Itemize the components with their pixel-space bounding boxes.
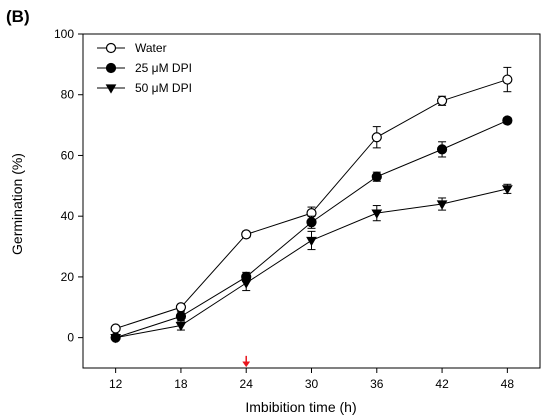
y-tick-label: 40 xyxy=(61,209,75,223)
x-tick-label: 24 xyxy=(240,377,254,391)
y-tick-label: 0 xyxy=(67,331,74,345)
plot-area: 12 18 24 30 36 42 48 0 20 40 60 80 100 xyxy=(54,27,541,391)
data-point xyxy=(306,217,317,228)
y-axis-label: Germination (%) xyxy=(9,153,25,255)
data-point xyxy=(436,95,448,106)
x-tick-label: 36 xyxy=(370,377,384,391)
data-point xyxy=(502,74,513,85)
y-tick-label: 20 xyxy=(61,270,75,284)
data-point xyxy=(502,115,513,126)
data-point xyxy=(371,209,383,219)
y-tick-label: 60 xyxy=(61,148,75,162)
x-tick-label: 18 xyxy=(174,377,188,391)
legend-label: Water xyxy=(135,41,167,55)
series-line-1 xyxy=(115,120,508,339)
legend: Water 25 μM DPI 50 μM DPI xyxy=(97,41,192,95)
legend-label: 50 μM DPI xyxy=(135,81,192,95)
y-tick-label: 100 xyxy=(54,27,74,41)
x-tick-label: 48 xyxy=(501,377,515,391)
data-point xyxy=(306,236,317,247)
data-point xyxy=(175,302,187,313)
annotation-arrow-head xyxy=(242,361,251,368)
x-axis-label: Imbibition time (h) xyxy=(245,399,356,415)
data-point xyxy=(371,132,382,143)
x-tick-label: 42 xyxy=(435,377,449,391)
x-tick-label: 12 xyxy=(109,377,123,391)
data-point xyxy=(175,311,187,322)
legend-label: 25 μM DPI xyxy=(135,61,192,75)
data-point xyxy=(371,171,382,182)
panel-label: (B) xyxy=(6,7,30,26)
y-tick-label: 80 xyxy=(61,88,75,102)
data-point xyxy=(436,200,448,210)
legend-marker xyxy=(105,42,117,54)
legend-marker xyxy=(105,84,117,94)
data-point xyxy=(241,229,252,240)
data-point xyxy=(501,185,513,195)
data-point xyxy=(240,279,252,289)
series-line-0 xyxy=(115,79,508,330)
data-point xyxy=(110,323,121,334)
data-point xyxy=(175,321,187,332)
data-point xyxy=(110,334,122,344)
x-tick-label: 30 xyxy=(305,377,319,391)
legend-marker xyxy=(105,62,117,74)
data-point xyxy=(436,144,448,155)
